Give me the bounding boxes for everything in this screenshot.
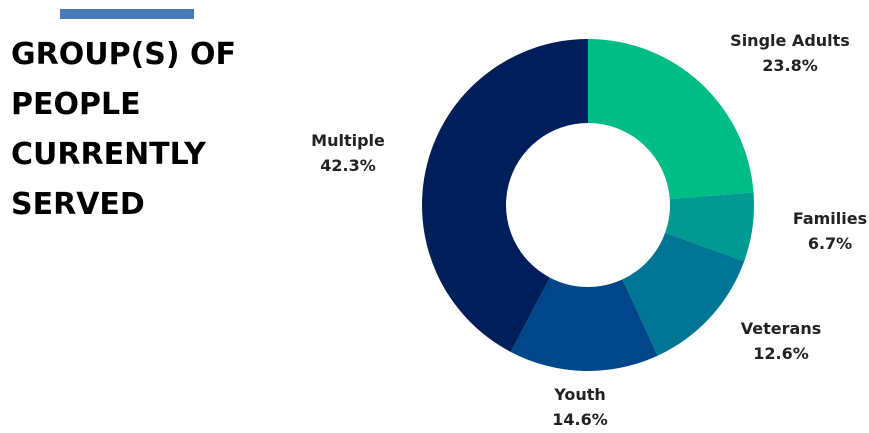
slice-veterans bbox=[622, 232, 745, 356]
slice-label-multiple: Multiple bbox=[311, 131, 385, 150]
slice-families bbox=[665, 192, 754, 262]
title-line-2: PEOPLE bbox=[11, 87, 141, 122]
slice-multiple bbox=[422, 39, 588, 352]
slice-labels: Single Adults 23.8% Families 6.7% Veterans 12… bbox=[311, 31, 867, 429]
title-line-4: SERVED bbox=[11, 187, 145, 222]
slice-label-veterans: Veterans bbox=[741, 319, 821, 338]
accent-bar bbox=[60, 9, 194, 19]
title-line-3: CURRENTLY bbox=[11, 137, 206, 172]
title-line-1: GROUP(S) OF bbox=[11, 37, 237, 72]
slice-youth bbox=[510, 277, 658, 371]
slice-label-families: Families bbox=[793, 209, 867, 228]
chart-title: GROUP(S) OF PEOPLE CURRENTLY SERVED bbox=[11, 30, 301, 230]
slice-label-youth: Youth bbox=[553, 385, 606, 404]
slice-value-single-adults: 23.8% bbox=[762, 56, 818, 75]
slice-label-single-adults: Single Adults bbox=[730, 31, 850, 50]
slice-value-families: 6.7% bbox=[808, 234, 852, 253]
slice-value-multiple: 42.3% bbox=[320, 156, 376, 175]
slice-single-adults bbox=[588, 39, 754, 199]
donut-slices bbox=[422, 39, 754, 371]
slice-value-veterans: 12.6% bbox=[753, 344, 809, 363]
slice-value-youth: 14.6% bbox=[552, 410, 608, 429]
